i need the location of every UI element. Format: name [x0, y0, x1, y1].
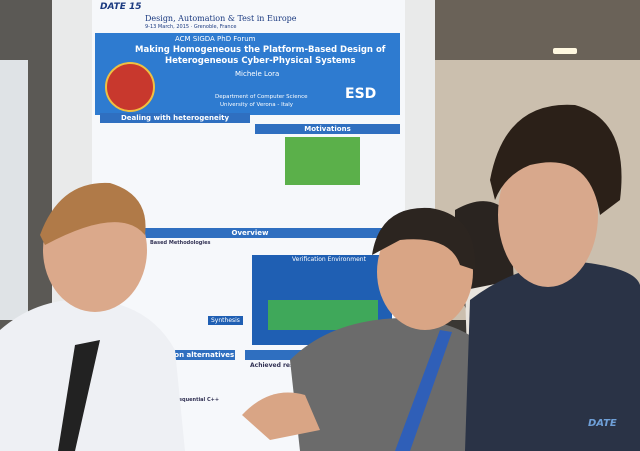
diagram: [285, 137, 360, 185]
right-person-head: [498, 143, 598, 287]
section-header: Motivations: [255, 124, 400, 134]
text: Sequential C++: [175, 397, 220, 403]
university-logo: [105, 62, 155, 112]
section-title: Based Methodologies: [150, 240, 211, 246]
section-title: Verification Environment: [292, 256, 366, 263]
center-person-hair: [372, 207, 476, 270]
title-line: Heterogeneous Cyber-Physical Systems: [165, 56, 356, 66]
section-header: Overview: [100, 228, 400, 238]
right-person-hair: [490, 104, 622, 215]
right-person-sweater: [465, 262, 640, 451]
affiliation: Department of Computer Science: [215, 94, 308, 100]
text: Achieved results:: [250, 362, 309, 369]
section-title: Synthesis: [208, 316, 243, 325]
section-header: Dealing with heterogeneity: [100, 113, 250, 123]
author: Michele Lora: [235, 70, 280, 78]
forum: ACM SIGDA PhD Forum: [175, 35, 256, 43]
hand: [242, 392, 320, 440]
event-name: Design, Automation & Test in Europe: [145, 14, 297, 23]
watermark: DATE: [588, 418, 617, 429]
section-header: generation alternatives: [140, 350, 235, 360]
bag-strap: [58, 340, 100, 451]
affiliation: University of Verona - Italy: [220, 102, 294, 108]
lanyard: [395, 330, 452, 451]
title-line: Making Homogeneous the Platform-Based De…: [135, 45, 386, 55]
side-poster: [0, 60, 28, 320]
left-person-hair: [40, 182, 146, 245]
event-dates: 9-13 March, 2015 · Grenoble, France: [145, 24, 237, 30]
lab-logo: ESD: [345, 86, 377, 102]
event-logo: DATE 15: [100, 2, 142, 12]
light: [553, 48, 577, 54]
left-person-shirt: [0, 299, 185, 451]
ceiling: [430, 0, 640, 60]
center-person-sweater: [290, 318, 500, 451]
